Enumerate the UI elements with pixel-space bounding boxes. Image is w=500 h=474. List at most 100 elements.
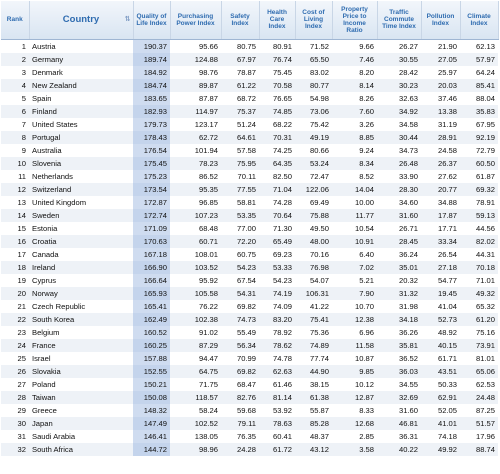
table-row[interactable]: 32 South Africa 144.72 98.96 24.28 61.72 43.12… [1,442,498,456]
table-row[interactable]: 5 Spain 183.65 87.87 68.72 76.65 54.98 8.26 32.6… [1,91,498,105]
cell-col: 65.50 [295,52,332,66]
cell-health: 74.09 [259,299,295,313]
table-row[interactable]: 14 Sweden 172.74 107.23 53.35 70.64 75.88 11.77… [1,208,498,222]
cell-country[interactable]: France [29,338,133,352]
table-row[interactable]: 2 Germany 189.74 124.88 67.97 76.74 65.50 7.46 3… [1,52,498,66]
cell-country[interactable]: Belgium [29,325,133,339]
cell-country[interactable]: Ireland [29,260,133,274]
cell-rank: 14 [1,208,29,222]
table-row[interactable]: 11 Netherlands 175.23 86.52 70.11 82.50 72.47 8… [1,169,498,183]
table-row[interactable]: 21 Czech Republic 165.41 76.22 69.82 74.09 41.… [1,299,498,313]
cell-country[interactable]: Poland [29,377,133,391]
column-header-purchasing-power[interactable]: Purchasing Power Index [170,1,222,40]
cell-country[interactable]: Cyprus [29,273,133,287]
cell-country[interactable]: Israel [29,351,133,365]
cell-country[interactable]: Australia [29,143,133,157]
table-row[interactable]: 27 Poland 150.21 71.75 68.47 61.46 38.15 10.12 3… [1,377,498,391]
cell-country[interactable]: Germany [29,52,133,66]
cell-country[interactable]: Japan [29,416,133,430]
cell-ppi: 102.38 [170,312,221,326]
table-row[interactable]: 1 Austria 190.37 95.66 80.75 80.91 71.52 9.66 26… [1,39,498,53]
cell-qol: 172.74 [133,208,170,222]
cell-country[interactable]: United Kingdom [29,195,133,209]
table-row[interactable]: 23 Belgium 160.52 91.02 55.49 78.92 75.36 6.96 3… [1,325,498,339]
cell-country[interactable]: United States [29,117,133,131]
cell-pollution: 13.38 [421,104,460,118]
cell-traffic: 31.32 [377,286,421,300]
table-row[interactable]: 4 New Zealand 184.74 89.87 61.22 70.58 80.77 8.… [1,78,498,92]
cell-country[interactable]: Czech Republic [29,299,133,313]
table-row[interactable]: 10 Slovenia 175.45 78.23 75.95 64.35 53.24 8.34… [1,156,498,170]
table-row[interactable]: 20 Norway 165.93 105.58 54.31 74.19 106.31 7.90… [1,286,498,300]
cell-country[interactable]: South Korea [29,312,133,326]
cell-country[interactable]: Slovenia [29,156,133,170]
cell-country[interactable]: Canada [29,247,133,261]
cell-country[interactable]: Switzerland [29,182,133,196]
cell-country[interactable]: Portugal [29,130,133,144]
cell-country[interactable]: Estonia [29,221,133,235]
cell-country[interactable]: Norway [29,286,133,300]
table-row[interactable]: 16 Croatia 170.63 60.71 72.20 65.49 48.00 10.91… [1,234,498,248]
cell-country[interactable]: Spain [29,91,133,105]
column-header-safety[interactable]: Safety Index [221,1,260,40]
cell-col: 54.07 [295,273,332,287]
cell-qol: 152.55 [133,364,170,378]
column-header-health-care[interactable]: Health Care Index [259,1,296,40]
cell-property: 9.85 [332,364,377,378]
column-header-property-price[interactable]: Property Price to Income Ratio [332,1,378,40]
cell-country[interactable]: Netherlands [29,169,133,183]
cell-qol: 179.73 [133,117,170,131]
column-header-quality-of-life[interactable]: Quality of Life Index [133,1,171,40]
table-row[interactable]: 13 United Kingdom 172.87 96.85 58.81 74.28 69.… [1,195,498,209]
cell-property: 10.54 [332,221,377,235]
table-row[interactable]: 6 Finland 182.93 114.97 75.37 74.85 73.06 7.60 3… [1,104,498,118]
cell-property: 9.24 [332,143,377,157]
column-header-rank[interactable]: Rank [1,1,30,40]
table-row[interactable]: 19 Cyprus 166.64 95.92 67.54 54.23 54.07 5.21 20… [1,273,498,287]
cell-col: 75.42 [295,117,332,131]
table-row[interactable]: 22 South Korea 162.49 102.38 74.73 83.20 75.41… [1,312,498,326]
table-row[interactable]: 24 France 160.25 87.29 56.34 78.62 74.89 11.58 3… [1,338,498,352]
cell-qol: 184.74 [133,78,170,92]
table-row[interactable]: 25 Israel 157.88 94.47 70.99 74.78 77.74 10.87 3… [1,351,498,365]
cell-health: 83.20 [259,312,295,326]
table-row[interactable]: 31 Saudi Arabia 146.41 138.05 76.35 60.41 48.3… [1,429,498,443]
cell-country[interactable]: New Zealand [29,78,133,92]
cell-country[interactable]: Croatia [29,234,133,248]
cell-country[interactable]: Taiwan [29,390,133,404]
cell-country[interactable]: Greece [29,403,133,417]
table-row[interactable]: 30 Japan 147.49 102.52 79.11 78.63 85.28 12.68 4… [1,416,498,430]
cell-country[interactable]: South Africa [29,442,133,456]
table-row[interactable]: 8 Portugal 178.43 62.72 64.61 70.31 49.19 8.85 3… [1,130,498,144]
table-row[interactable]: 15 Estonia 171.09 68.48 77.00 71.30 49.50 10.54… [1,221,498,235]
table-row[interactable]: 12 Switzerland 173.54 95.35 77.55 71.04 122.06… [1,182,498,196]
table-row[interactable]: 17 Canada 167.18 108.01 60.75 69.23 70.16 6.40 3… [1,247,498,261]
cell-country[interactable]: Saudi Arabia [29,429,133,443]
table-row[interactable]: 26 Slovakia 152.55 64.75 69.82 62.63 44.90 9.85… [1,364,498,378]
cell-pollution: 52.05 [421,403,460,417]
column-header-traffic[interactable]: Traffic Commute Time Index [377,1,422,40]
cell-country[interactable]: Sweden [29,208,133,222]
cell-country[interactable]: Slovakia [29,364,133,378]
column-header-cost-of-living[interactable]: Cost of Living Index [295,1,333,40]
cell-traffic: 26.48 [377,156,421,170]
table-row[interactable]: 28 Taiwan 150.08 118.57 82.76 81.14 61.38 12.87… [1,390,498,404]
column-header-country[interactable]: Country ⇅ [29,1,134,40]
cell-ppi: 89.87 [170,78,221,92]
table-row[interactable]: 3 Denmark 184.92 98.76 78.87 75.45 83.02 8.20 28… [1,65,498,79]
table-row[interactable]: 7 United States 179.73 123.17 51.24 68.22 75.4… [1,117,498,131]
cell-ppi: 62.72 [170,130,221,144]
cell-climate: 88.74 [460,442,498,456]
table-row[interactable]: 9 Australia 176.54 101.94 57.58 74.25 80.66 9.2… [1,143,498,157]
column-header-climate[interactable]: Climate Index [460,1,499,40]
cell-country[interactable]: Denmark [29,65,133,79]
cell-country[interactable]: Austria [29,39,133,53]
cell-ppi: 60.71 [170,234,221,248]
cell-qol: 175.45 [133,156,170,170]
table-row[interactable]: 29 Greece 148.32 58.24 59.68 53.92 55.87 8.33 31… [1,403,498,417]
table-row[interactable]: 18 Ireland 166.90 103.52 54.23 53.33 76.98 7.02… [1,260,498,274]
column-header-pollution[interactable]: Pollution Index [421,1,461,40]
cell-health: 64.35 [259,156,295,170]
cell-climate: 44.56 [460,221,498,235]
cell-country[interactable]: Finland [29,104,133,118]
